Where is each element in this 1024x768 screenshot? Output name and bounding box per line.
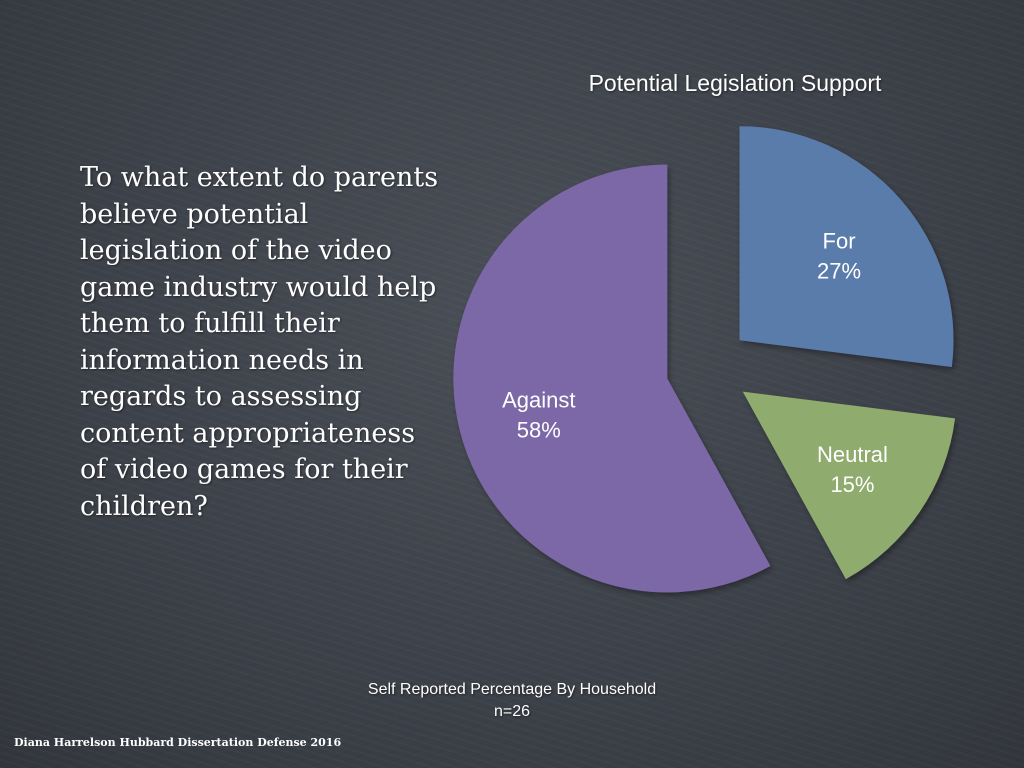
slide-question: To what extent do parents believe potent… bbox=[80, 162, 439, 522]
slice-value-neutral: 15% bbox=[830, 472, 874, 497]
pie-slice-neutral bbox=[742, 391, 956, 580]
pie-slice-group-for: For 27% bbox=[739, 126, 954, 368]
slide-footer: Diana Harrelson Hubbard Dissertation Def… bbox=[14, 736, 342, 749]
pie-slice-for bbox=[739, 126, 954, 368]
slice-label-neutral: Neutral bbox=[817, 442, 888, 467]
chart-title: Potential Legislation Support bbox=[588, 70, 882, 96]
slice-label-for: For bbox=[823, 228, 856, 253]
slice-value-against: 58% bbox=[517, 417, 561, 442]
chart-sample-size: n=26 bbox=[493, 703, 531, 720]
slice-label-against: Against bbox=[502, 387, 575, 412]
chart-subtitle: Self Reported Percentage By Household bbox=[367, 681, 657, 698]
slice-value-for: 27% bbox=[817, 258, 861, 283]
pie-slice-group-against: Against 58% bbox=[453, 164, 771, 593]
pie-slice-against bbox=[453, 164, 771, 593]
chart-caption: Self Reported Percentage By Household n=… bbox=[312, 679, 712, 723]
pie-slice-group-neutral: Neutral 15% bbox=[742, 391, 956, 580]
